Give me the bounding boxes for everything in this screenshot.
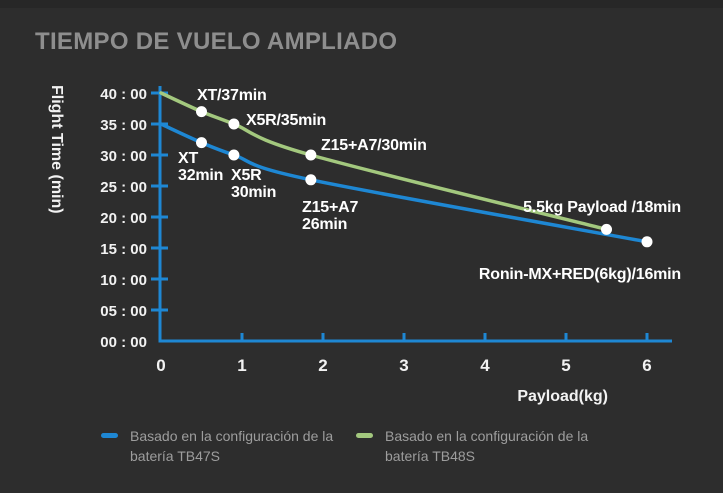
data-point-label: X5R/35min — [246, 112, 326, 129]
data-point-label: 5.5kg Payload /18min — [523, 199, 681, 216]
data-point-label: X5R 30min — [231, 167, 276, 201]
y-tick-label: 30 : 00 — [100, 148, 147, 165]
data-point-tb48s — [228, 118, 240, 130]
x-tick-label: 4 — [480, 356, 490, 375]
data-point-label: Z15+A7 26min — [302, 199, 358, 233]
y-tick-label: 40 : 00 — [100, 86, 147, 103]
x-tick-label: 2 — [318, 356, 327, 375]
x-tick-label: 3 — [399, 356, 408, 375]
data-point-label: Z15+A7/30min — [321, 137, 427, 154]
data-point-label: XT/37min — [197, 87, 267, 104]
y-tick-label: 10 : 00 — [100, 272, 147, 289]
data-point-tb47s — [641, 236, 653, 248]
x-tick-label: 5 — [561, 356, 570, 375]
data-point-label: Ronin-MX+RED(6kg)/16min — [479, 266, 681, 283]
y-tick-label: 25 : 00 — [100, 179, 147, 196]
top-border — [0, 0, 723, 8]
x-tick-label: 0 — [156, 356, 165, 375]
x-tick-label: 6 — [642, 356, 651, 375]
y-axis-title: Flight Time (min) — [48, 85, 65, 214]
data-point-tb47s — [305, 174, 317, 186]
y-tick-label: 15 : 00 — [100, 241, 147, 258]
x-axis-title: Payload(kg) — [517, 388, 608, 405]
data-point-tb48s — [601, 223, 612, 235]
x-tick-label: 1 — [237, 356, 246, 375]
y-tick-label: 35 : 00 — [100, 117, 147, 134]
y-tick-label: 00 : 00 — [100, 334, 147, 351]
y-tick-label: 20 : 00 — [100, 210, 147, 227]
data-point-tb47s — [228, 149, 240, 161]
page-title: TIEMPO DE VUELO AMPLIADO — [35, 28, 398, 55]
data-point-tb47s — [196, 137, 207, 149]
y-tick-label: 05 : 00 — [100, 303, 147, 320]
data-point-tb48s — [196, 106, 207, 118]
data-point-label: XT 32min — [178, 150, 223, 184]
data-point-tb48s — [305, 149, 317, 161]
